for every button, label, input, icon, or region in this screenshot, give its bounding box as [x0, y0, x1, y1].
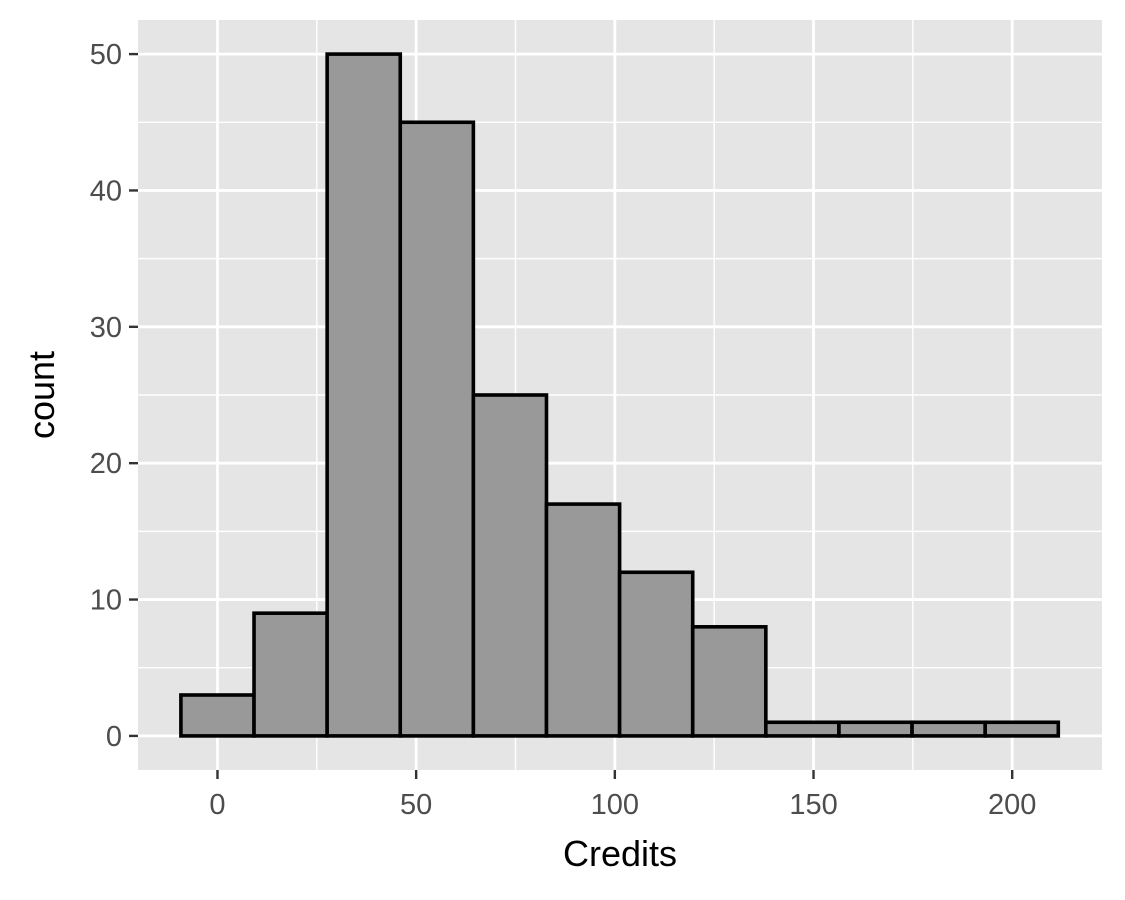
x-tick-label: 150: [789, 789, 837, 821]
histogram-bar: [179, 693, 256, 738]
histogram-bar: [398, 120, 476, 738]
y-tick-label: 0: [106, 721, 122, 753]
histogram-bar: [617, 570, 695, 738]
histogram-bar: [837, 720, 914, 738]
histogram-bar: [544, 502, 622, 738]
histogram-bars: [179, 52, 1061, 738]
histogram-bar: [910, 720, 987, 738]
y-tick-label: 40: [90, 175, 122, 207]
y-tick-label: 10: [90, 585, 122, 617]
histogram-bar: [690, 625, 768, 738]
x-tick-label: 100: [591, 789, 639, 821]
histogram-bar: [252, 611, 329, 738]
y-tick-label: 50: [90, 39, 122, 71]
x-axis-title: Credits: [563, 833, 677, 874]
y-axis-ticks: 0 10 20 30 40 50: [90, 39, 138, 753]
histogram-bar: [325, 52, 403, 738]
y-tick-label: 30: [90, 312, 122, 344]
x-tick-label: 200: [988, 789, 1036, 821]
y-tick-label: 20: [90, 448, 122, 480]
x-tick-label: 0: [209, 789, 225, 821]
y-axis-title: count: [21, 351, 62, 439]
histogram-bar: [471, 393, 549, 738]
x-axis-ticks: 0 50 100 150 200: [209, 770, 1036, 821]
histogram-bar: [983, 720, 1061, 738]
histogram-bar: [764, 720, 841, 738]
x-tick-label: 50: [400, 789, 432, 821]
